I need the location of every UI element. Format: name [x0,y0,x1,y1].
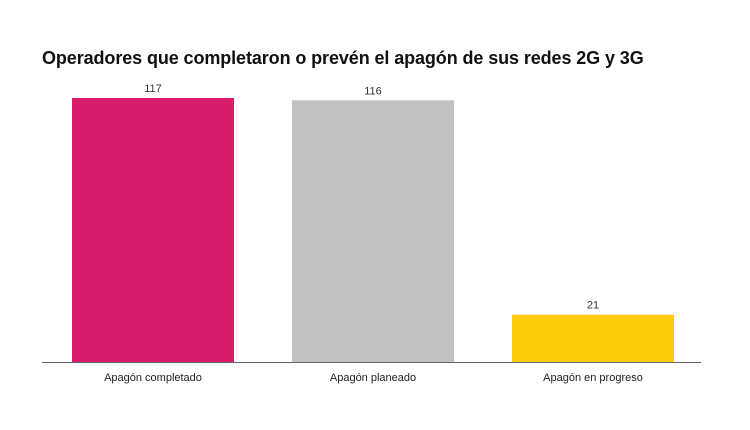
bar-1 [72,98,234,362]
category-label-2: Apagón planeado [330,372,416,384]
bar-3 [512,314,674,362]
value-labels-group: 117 116 21 [144,83,599,312]
chart-title: Operadores que completaron o prevén el a… [42,48,644,68]
value-label-2: 116 [364,85,382,97]
bar-2 [292,100,454,362]
value-label-1: 117 [144,83,162,95]
bars-group [72,98,674,362]
category-label-1: Apagón completado [104,372,202,384]
category-labels-group: Apagón completado Apagón planeado Apagón e… [104,372,643,384]
value-label-3: 21 [587,300,599,312]
category-label-3: Apagón en progreso [543,372,643,384]
